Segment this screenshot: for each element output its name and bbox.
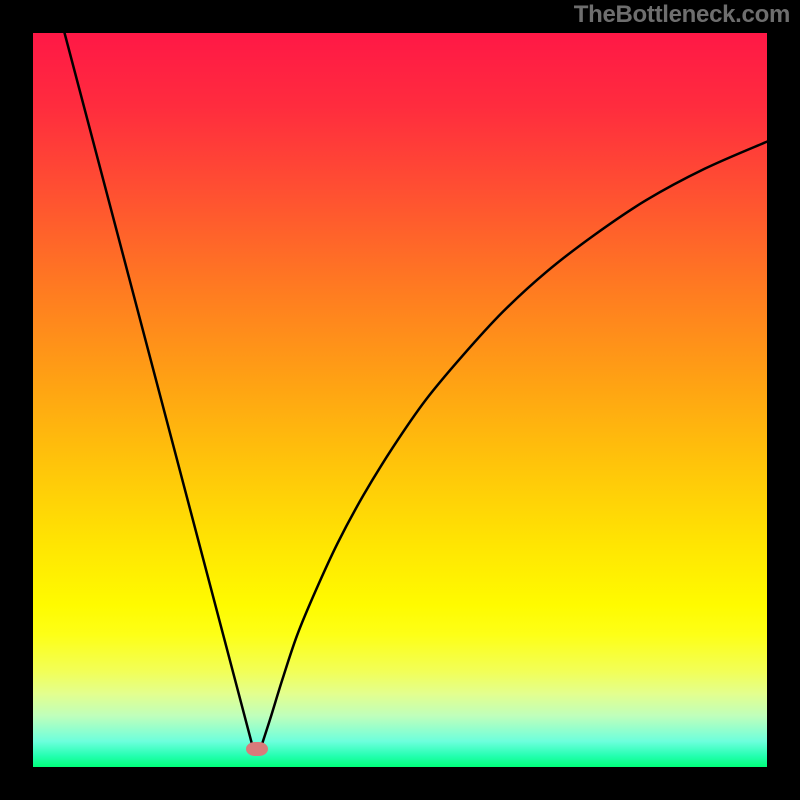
- figure-root: TheBottleneck.com: [0, 0, 800, 800]
- curve-right-branch: [261, 142, 767, 749]
- minimum-marker: [246, 742, 268, 756]
- curve-svg: [33, 33, 767, 767]
- watermark-text: TheBottleneck.com: [574, 1, 790, 29]
- plot-area: [33, 33, 767, 767]
- curve-left-branch: [65, 33, 254, 749]
